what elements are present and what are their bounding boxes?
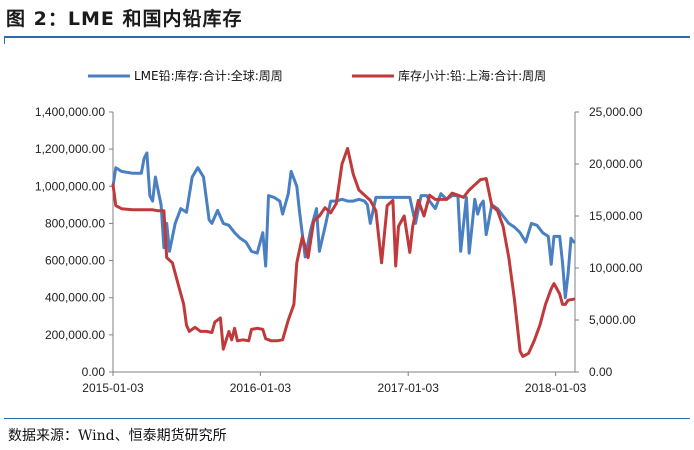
y-left-tick-label: 600,000.00 [45, 254, 105, 268]
y-left-tick-label: 800,000.00 [45, 216, 105, 230]
series-line-lme [111, 151, 576, 300]
x-tick-label: 2016-01-03 [230, 381, 292, 395]
title-left-tick [4, 36, 5, 44]
y-left-tick-label: 1,400,000.00 [35, 105, 105, 119]
figure-title: 图 2：LME 和国内铅库存 [6, 8, 243, 30]
y-left-tick-label: 200,000.00 [45, 328, 105, 342]
y-right-tick-label: 0.00 [589, 365, 613, 379]
y-left-tick-label: 1,000,000.00 [35, 179, 105, 193]
x-tick-label: 2018-01-03 [525, 381, 587, 395]
footer-rule [4, 418, 690, 419]
y-left-tick-label: 0.00 [82, 365, 106, 379]
chart-legend: LME铅:库存:合计:全球:周周 库存小计:铅:上海:合计:周周 [88, 68, 546, 83]
y-right-tick-label: 10,000.00 [589, 261, 643, 275]
legend-label-lme: LME铅:库存:合计:全球:周周 [134, 68, 283, 83]
y-right-tick-label: 5,000.00 [589, 313, 636, 327]
legend-label-shanghai: 库存小计:铅:上海:合计:周周 [398, 68, 546, 83]
x-tick-label: 2015-01-03 [82, 381, 144, 395]
y-right-tick-label: 15,000.00 [589, 209, 643, 223]
y-right-tick-label: 25,000.00 [589, 105, 643, 119]
y-right-tick-label: 20,000.00 [589, 157, 643, 171]
data-source-note: 数据来源：Wind、恒泰期货研究所 [8, 428, 227, 444]
chart-series [111, 146, 576, 358]
x-tick-label: 2017-01-03 [378, 381, 440, 395]
series-line-shanghai [111, 146, 576, 358]
lead-inventory-chart: LME铅:库存:合计:全球:周周 库存小计:铅:上海:合计:周周 0.00 200,… [35, 68, 643, 395]
chart-axes: 0.00 200,000.00 400,000.00 600,000.00 800,00… [35, 105, 643, 395]
y-left-tick-label: 1,200,000.00 [35, 142, 105, 156]
title-underline [4, 36, 690, 38]
y-left-tick-label: 400,000.00 [45, 291, 105, 305]
